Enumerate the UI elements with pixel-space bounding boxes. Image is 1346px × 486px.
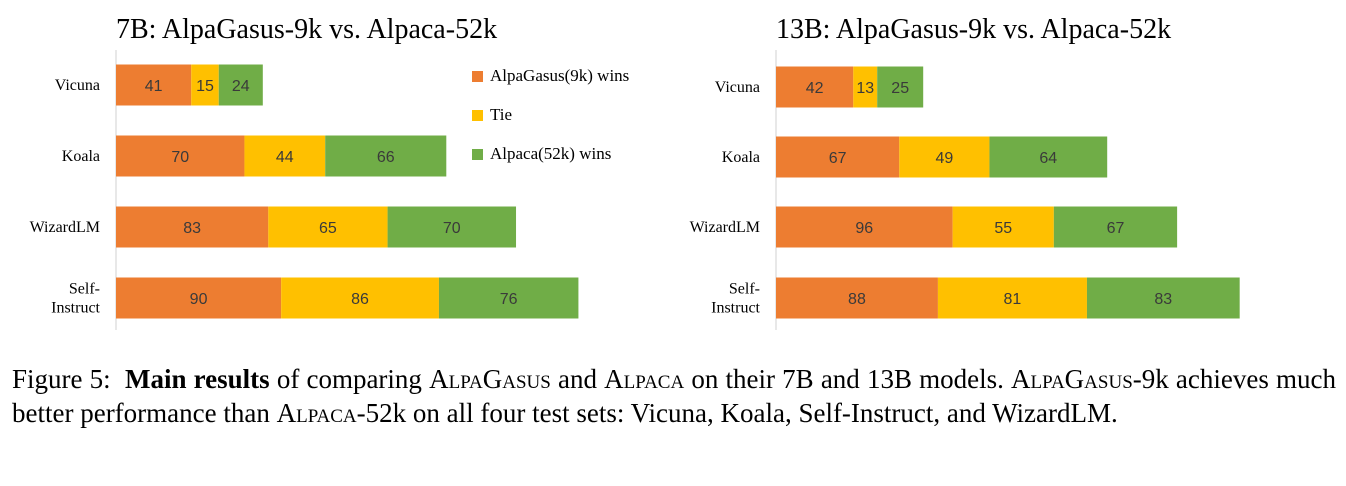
chart-13b: 13B: AlpaGasus-9k vs. Alpaca-52k Vicuna 42… [690, 14, 1240, 330]
data-label: 90 [190, 291, 208, 308]
caption-text-2: and [550, 364, 605, 394]
legend-label: Tie [490, 105, 512, 124]
caption-name-3: AlpaGasus [1011, 364, 1133, 394]
chart-title: 13B: AlpaGasus-9k vs. Alpaca-52k [776, 14, 1171, 45]
data-label: 70 [443, 220, 461, 237]
chart-title: 7B: AlpaGasus-9k vs. Alpaca-52k [116, 14, 497, 45]
bar-segment [776, 136, 900, 178]
bar-segment [952, 206, 1054, 248]
category-label: Self-Instruct [51, 281, 100, 317]
caption-text-4: -9k achieves much better performance tha… [12, 364, 1337, 428]
data-label: 65 [319, 220, 337, 237]
data-label: 88 [848, 291, 866, 308]
legend-label: AlpaGasus(9k) wins [490, 66, 629, 85]
bar-segment [853, 66, 878, 108]
data-label: 42 [806, 80, 824, 97]
bar-segment [268, 206, 388, 248]
bar-segment [1086, 277, 1240, 319]
category-label: Self-Instruct [711, 281, 760, 317]
bar-segment [1053, 206, 1178, 248]
data-label: 15 [196, 78, 214, 95]
bar-segment [989, 136, 1108, 178]
data-label: 25 [891, 80, 909, 97]
data-label: 55 [994, 220, 1012, 237]
caption-text-1: of comparing [269, 364, 430, 394]
bar-segment [387, 206, 517, 248]
bar-segment [438, 277, 579, 319]
category-label: Koala [62, 148, 100, 165]
bar-segment [776, 277, 938, 319]
bar-segment [877, 66, 924, 108]
data-label: 64 [1039, 150, 1057, 167]
legend: AlpaGasus(9k) wins Tie Alpaca(52k) wins [472, 66, 629, 163]
legend-swatch [472, 110, 483, 121]
data-label: 24 [232, 78, 250, 95]
caption-label: Figure 5: [12, 364, 111, 394]
caption-name-1: AlpaGasus [429, 364, 551, 394]
category-label: Vicuna [715, 79, 760, 96]
legend-swatch [472, 71, 483, 82]
bar-segment [116, 64, 192, 106]
data-label: 86 [351, 291, 369, 308]
figure-caption: Figure 5: Main results of comparing Alpa… [12, 362, 1336, 430]
data-label: 96 [855, 220, 873, 237]
category-label: WizardLM [30, 219, 100, 236]
caption-bold: Main results [124, 364, 270, 394]
data-label: 67 [829, 150, 847, 167]
data-label: 44 [276, 149, 294, 166]
data-label: 83 [183, 220, 201, 237]
data-label: 70 [171, 149, 189, 166]
category-label: Koala [722, 149, 760, 166]
data-label: 13 [856, 80, 874, 97]
category-label: Vicuna [55, 77, 100, 94]
bar-segment [116, 206, 269, 248]
category-label: WizardLM [690, 219, 760, 236]
bar-segment [191, 64, 219, 106]
bar-segment [218, 64, 263, 106]
chart-7b: 7B: AlpaGasus-9k vs. Alpaca-52k Vicuna 41 1… [30, 14, 579, 330]
legend-label: Alpaca(52k) wins [490, 144, 611, 163]
bar-segment [281, 277, 439, 319]
bar-segment [325, 135, 447, 177]
data-label: 49 [935, 150, 953, 167]
data-label: 83 [1154, 291, 1172, 308]
caption-name-2: Alpaca [604, 364, 685, 394]
bar-segment [937, 277, 1087, 319]
data-label: 81 [1004, 291, 1022, 308]
bar-segment [776, 66, 854, 108]
caption-text-5: -52k on all four test sets: Vicuna, Koal… [356, 398, 1118, 428]
caption-name-4: Alpaca [276, 398, 357, 428]
data-label: 67 [1107, 220, 1125, 237]
data-label: 76 [500, 291, 518, 308]
bar-segment [776, 206, 953, 248]
bar-segment [116, 277, 282, 319]
data-label: 66 [377, 149, 395, 166]
bar-segment [116, 135, 245, 177]
bar-segment [244, 135, 326, 177]
legend-swatch [472, 149, 483, 160]
bar-segment [899, 136, 990, 178]
data-label: 41 [145, 78, 163, 95]
caption-text-3: on their 7B and 13B models. [684, 364, 1012, 394]
figure-charts: 7B: AlpaGasus-9k vs. Alpaca-52k Vicuna 41 1… [30, 14, 1240, 330]
